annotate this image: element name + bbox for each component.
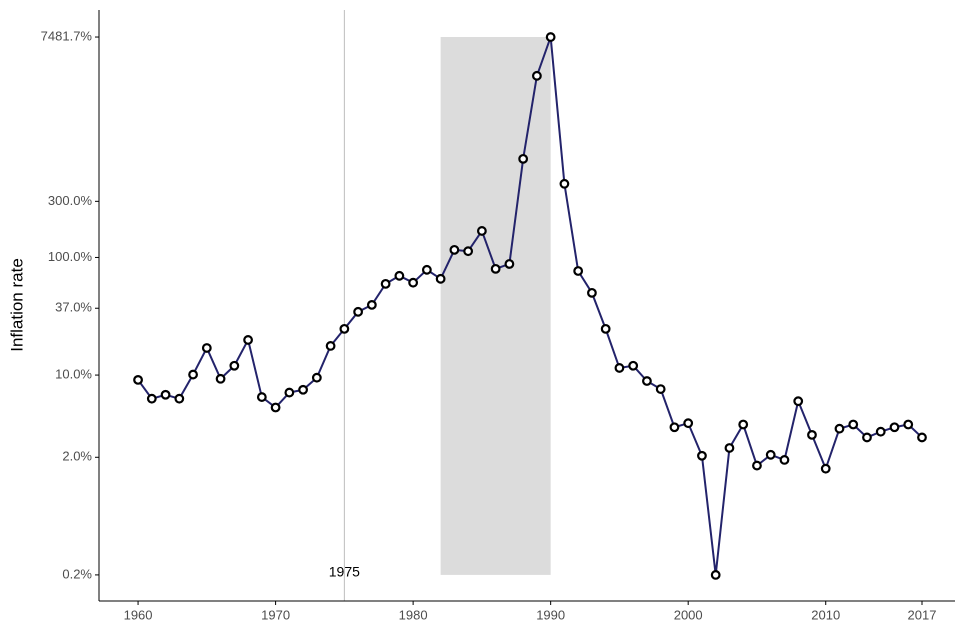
data-point — [600, 323, 611, 334]
y-axis-label: Inflation rate — [7, 258, 26, 352]
data-point — [532, 70, 542, 81]
data-point — [545, 32, 556, 42]
x-tick-label: 2000 — [674, 607, 703, 622]
data-point — [738, 419, 749, 430]
data-point — [298, 384, 308, 395]
data-point — [642, 376, 652, 386]
data-point — [793, 396, 804, 407]
y-tick-label: 0.2% — [62, 566, 92, 581]
data-point — [614, 363, 625, 373]
x-tick-label: 1980 — [399, 607, 428, 622]
data-point — [834, 423, 845, 434]
data-point — [146, 393, 157, 404]
data-point — [559, 178, 570, 189]
data-point — [862, 432, 872, 443]
x-tick-label: 1970 — [261, 607, 290, 622]
data-point — [449, 244, 460, 255]
y-tick-label: 37.0% — [55, 300, 92, 315]
data-point — [311, 372, 322, 383]
data-point — [504, 259, 515, 269]
data-point — [229, 360, 240, 371]
y-tick-label: 7481.7% — [41, 28, 93, 43]
data-point — [669, 422, 680, 433]
data-point — [917, 432, 927, 443]
data-point — [394, 270, 405, 281]
data-point — [366, 299, 377, 310]
data-point — [256, 392, 267, 402]
data-point — [476, 226, 487, 236]
data-point — [174, 393, 185, 404]
data-point — [188, 369, 198, 380]
data-point — [133, 374, 143, 385]
data-point — [270, 402, 281, 413]
data-point — [807, 429, 817, 440]
data-point — [724, 443, 735, 453]
data-point — [325, 341, 336, 351]
data-point — [353, 306, 364, 317]
y-tick-label: 100.0% — [48, 249, 93, 264]
data-point — [408, 277, 419, 288]
data-point — [243, 335, 253, 345]
data-point — [160, 389, 171, 400]
x-tick-label: 1990 — [536, 607, 565, 622]
data-point — [215, 373, 226, 384]
data-point — [655, 384, 666, 394]
data-point — [380, 278, 391, 289]
x-tick-label: 1960 — [124, 607, 153, 622]
data-point — [201, 343, 212, 353]
data-point — [573, 266, 584, 276]
data-point — [820, 463, 831, 474]
data-point — [628, 360, 639, 371]
data-point — [284, 387, 295, 398]
data-point — [889, 422, 900, 433]
data-point — [697, 450, 707, 461]
y-tick-label: 2.0% — [62, 449, 92, 464]
data-point — [875, 426, 886, 437]
data-point — [903, 419, 914, 430]
data-point — [752, 460, 762, 471]
data-point — [779, 455, 790, 465]
y-tick-label: 300.0% — [48, 193, 93, 208]
data-point — [765, 449, 776, 460]
data-point — [339, 323, 350, 334]
data-point — [463, 246, 474, 257]
data-point — [490, 263, 501, 274]
data-point — [848, 419, 859, 430]
data-point — [518, 153, 529, 164]
x-tick-label: 2010 — [811, 607, 840, 622]
shaded-region — [440, 37, 551, 575]
data-point — [435, 273, 446, 284]
data-line — [137, 36, 923, 576]
x-tick-label: 2017 — [908, 607, 937, 622]
reference-label: 1975 — [329, 564, 360, 580]
data-point — [421, 264, 432, 275]
data-point — [587, 287, 597, 298]
data-point — [710, 570, 721, 580]
y-tick-label: 10.0% — [55, 367, 92, 382]
data-point — [683, 418, 694, 429]
